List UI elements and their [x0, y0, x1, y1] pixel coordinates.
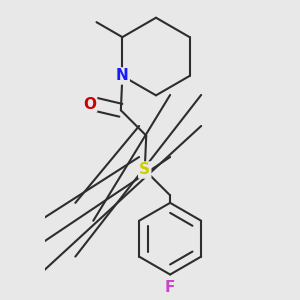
Text: F: F [165, 280, 175, 296]
Text: N: N [116, 68, 129, 83]
Text: O: O [84, 97, 97, 112]
Text: S: S [139, 163, 150, 178]
